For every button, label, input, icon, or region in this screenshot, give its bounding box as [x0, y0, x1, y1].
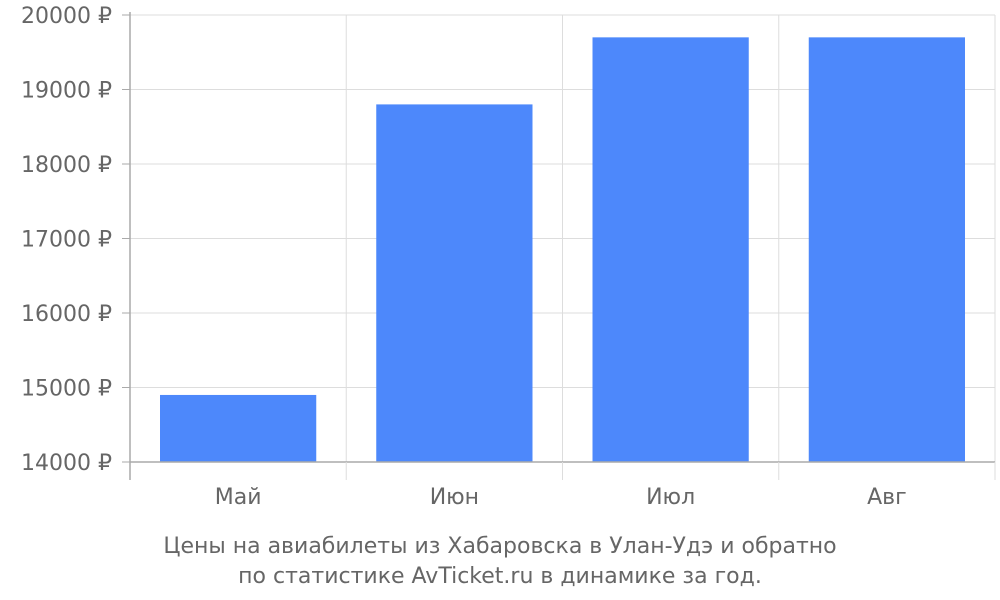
x-tick-label: Авг: [867, 485, 907, 510]
chart-caption: Цены на авиабилеты из Хабаровска в Улан-…: [0, 532, 1000, 592]
y-tick-label: 15000 ₽: [21, 377, 112, 402]
bar-2: [376, 104, 533, 463]
x-tick-label: Май: [215, 485, 262, 510]
y-tick-label: 20000 ₽: [21, 4, 112, 29]
x-tick-label: Июл: [646, 485, 695, 510]
caption-line-1: Цены на авиабилеты из Хабаровска в Улан-…: [163, 534, 837, 559]
y-tick-label: 16000 ₽: [21, 302, 112, 327]
y-tick-label: 14000 ₽: [21, 451, 112, 476]
bar-4: [808, 37, 965, 462]
bar-1: [160, 394, 317, 462]
x-tick-label: Июн: [430, 485, 479, 510]
caption-line-2: по статистике AvTicket.ru в динамике за …: [238, 564, 762, 589]
bar-chart: 14000 ₽ 15000 ₽ 16000 ₽ 17000 ₽ 18000 ₽ 19000…: [21, 4, 996, 510]
y-tick-label: 17000 ₽: [21, 228, 112, 253]
bar-3: [592, 37, 749, 462]
y-tick-label: 19000 ₽: [21, 79, 112, 104]
y-tick-label: 18000 ₽: [21, 153, 112, 178]
